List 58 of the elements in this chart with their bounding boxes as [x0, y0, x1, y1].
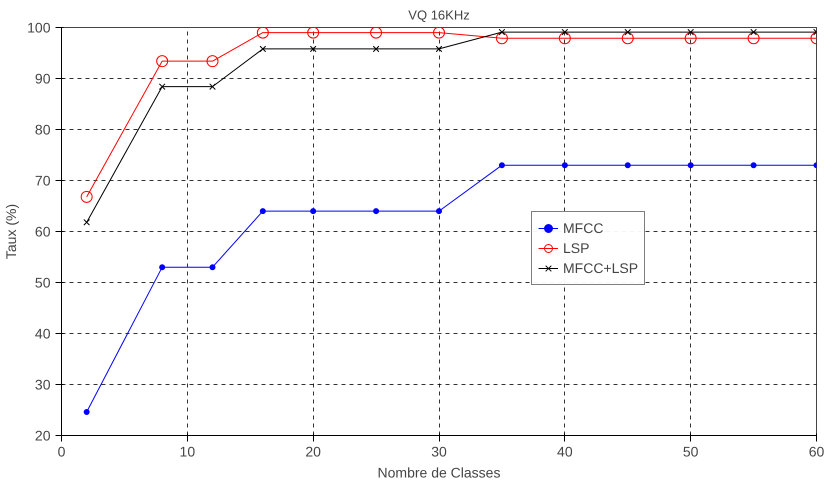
y-tick-label: 70 [34, 172, 51, 188]
point [433, 28, 445, 39]
point [260, 208, 266, 214]
point [750, 162, 757, 168]
point [206, 55, 218, 68]
point [498, 28, 506, 36]
point [687, 28, 694, 36]
point [373, 208, 380, 214]
point [562, 28, 568, 36]
point [310, 46, 316, 52]
legend-label: MFCC [563, 220, 604, 236]
chart-title: VQ 16KHz [408, 8, 470, 22]
y-tick-label: 30 [34, 376, 51, 392]
point [159, 264, 166, 270]
point [84, 409, 90, 416]
y-axis-title: Taux (%) [3, 204, 20, 260]
point [80, 190, 93, 203]
y-tick-label: 80 [34, 122, 51, 138]
point [372, 46, 380, 52]
x-tick-label: 30 [431, 444, 447, 460]
y-tick-label: 60 [34, 224, 51, 240]
x-tick-label: 10 [180, 444, 196, 460]
y-tick-label: 50 [34, 274, 51, 290]
point [562, 162, 568, 168]
point [210, 264, 216, 270]
point [370, 28, 382, 39]
point [750, 28, 757, 36]
point [624, 28, 632, 36]
point [156, 55, 168, 68]
x-tick-label: 50 [682, 444, 699, 460]
legend-label: MFCC+LSP [563, 260, 638, 276]
x-tick-label: 40 [557, 444, 573, 460]
point [748, 32, 760, 44]
x-tick-label: 60 [808, 444, 824, 460]
x-tick-label: 0 [58, 444, 66, 460]
point [688, 162, 694, 168]
y-tick-label: 90 [34, 70, 51, 86]
point [624, 162, 631, 168]
point [310, 208, 316, 214]
x-axis-title: Nombre de Classes [378, 464, 500, 480]
y-tick-label: 20 [34, 428, 51, 444]
point [498, 162, 505, 168]
point [436, 46, 442, 52]
y-tick-label: 100 [27, 20, 51, 36]
point [684, 32, 697, 44]
point [209, 83, 216, 90]
x-tick-label: 20 [305, 444, 322, 460]
point [158, 83, 166, 90]
point [83, 218, 90, 226]
point [436, 208, 442, 214]
point [496, 32, 508, 44]
point [558, 32, 571, 44]
point [260, 46, 266, 52]
legend-label: LSP [563, 240, 590, 256]
point [307, 28, 320, 39]
y-tick-label: 40 [34, 326, 51, 342]
point [622, 32, 634, 44]
point [256, 28, 269, 39]
